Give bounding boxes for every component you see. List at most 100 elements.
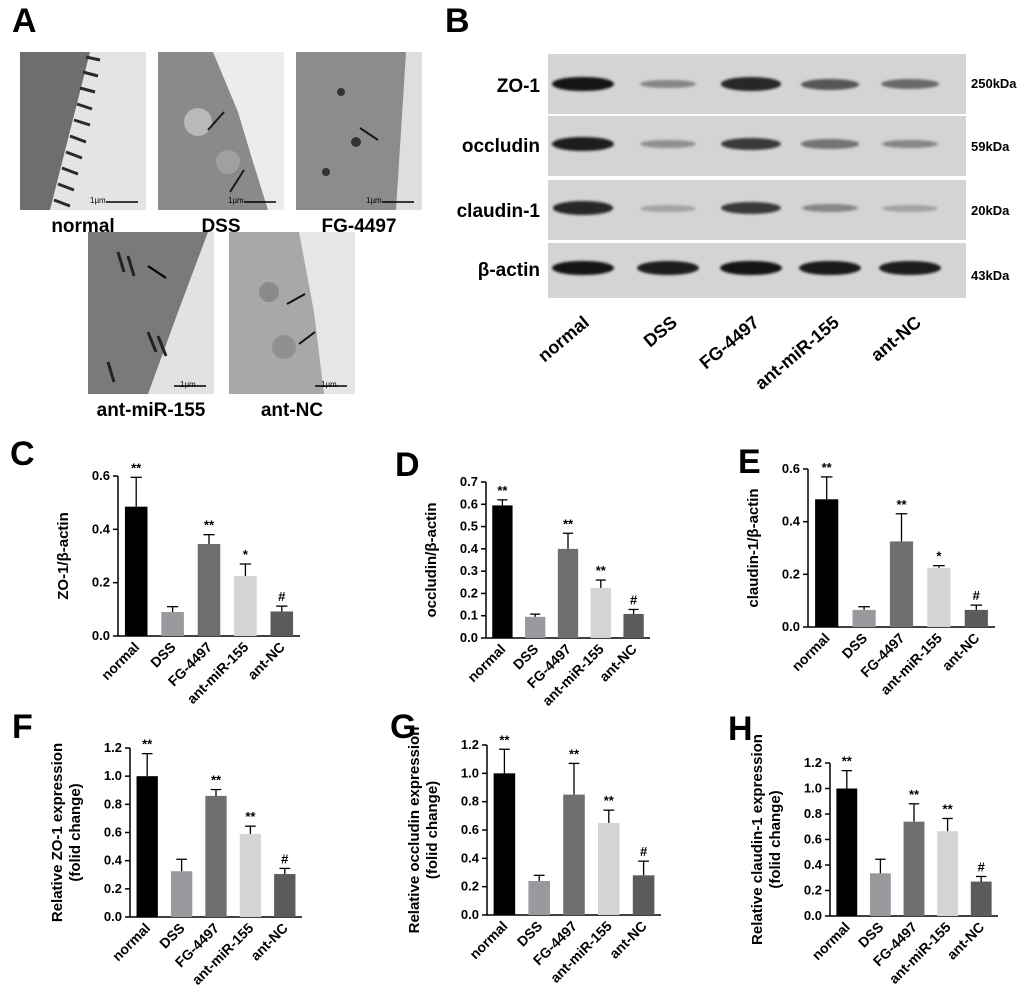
significance-mark: * — [936, 549, 942, 564]
bar — [270, 611, 294, 636]
blot-band — [881, 139, 939, 149]
y-tick-label: 0.2 — [804, 883, 822, 898]
blot-band — [799, 260, 861, 276]
bar — [937, 831, 959, 916]
y-tick-label: 0.4 — [460, 541, 479, 556]
bar — [869, 873, 891, 916]
x-tick-label: DSS — [839, 630, 871, 662]
em-caption-ant-nc: ant-NC — [260, 400, 324, 421]
x-tick-label: ant-NC — [944, 919, 988, 963]
blot-band — [637, 261, 699, 275]
bar — [492, 505, 513, 638]
bar — [274, 874, 296, 917]
panel-letter-d: D — [395, 446, 420, 484]
significance-mark: # — [278, 589, 286, 604]
significance-mark: ** — [245, 809, 256, 824]
x-tick-label: ant-NC — [596, 641, 640, 685]
em-image-ant-nc — [229, 232, 355, 394]
x-tick-label: ant-NC — [244, 639, 288, 683]
y-tick-label: 0.0 — [782, 619, 800, 634]
y-tick-label: 0.3 — [460, 563, 478, 578]
x-tick-label: normal — [109, 920, 153, 964]
y-tick-label: 0.2 — [461, 879, 479, 894]
y-tick-label: 0.0 — [460, 630, 478, 645]
bar — [623, 613, 644, 638]
significance-mark: ** — [142, 737, 153, 752]
significance-mark: ** — [943, 801, 954, 816]
significance-mark: ** — [909, 787, 920, 802]
bar — [889, 541, 914, 627]
significance-mark: * — [243, 547, 249, 562]
significance-mark: ** — [604, 793, 615, 808]
em-caption-normal: normal — [51, 216, 115, 237]
y-tick-label: 0.2 — [782, 566, 800, 581]
bar — [170, 871, 193, 917]
y-axis-label: claudin-1/β-actin — [745, 488, 762, 607]
y-tick-label: 1.2 — [104, 740, 122, 755]
bar — [903, 821, 925, 916]
significance-mark: ** — [204, 518, 215, 533]
bar — [590, 587, 611, 638]
bar — [632, 875, 655, 915]
bar — [964, 609, 988, 627]
blot-band — [721, 137, 781, 151]
scale-bar-label: 1µm — [180, 380, 196, 389]
blot-size-occludin: 59kDa — [971, 139, 1010, 154]
y-tick-label: 0.4 — [804, 857, 823, 872]
panel-letter-b: B — [445, 2, 470, 40]
y-axis-label: occludin/β-actin — [423, 503, 440, 618]
blot-band — [881, 79, 939, 89]
blot-band — [801, 203, 859, 213]
scale-bar-label: 1µm — [366, 196, 382, 205]
y-tick-label: 0.0 — [461, 907, 479, 922]
blot-size-beta-actin: 43kDa — [971, 268, 1010, 283]
y-axis-label: (folid change) — [67, 783, 84, 881]
bar — [528, 881, 550, 915]
y-tick-label: 1.0 — [461, 765, 479, 780]
blot-band — [720, 77, 782, 91]
blot-band — [882, 204, 938, 212]
significance-mark: ** — [569, 746, 580, 761]
em-caption-dss: DSS — [201, 216, 241, 237]
blot-band — [879, 261, 941, 275]
blot-band — [552, 260, 614, 276]
x-tick-label: normal — [788, 630, 832, 674]
blot-label-occludin: occludin — [461, 136, 540, 157]
bar — [525, 616, 546, 638]
blot-band — [800, 78, 860, 90]
y-tick-label: 1.2 — [461, 737, 479, 752]
scale-bar-label: 1µm — [321, 380, 337, 389]
blot-band — [721, 201, 781, 215]
significance-mark: # — [978, 859, 986, 874]
blot-label-claudin1: claudin-1 — [456, 201, 540, 222]
significance-mark: ** — [842, 754, 853, 769]
x-tick-label: ant-NC — [247, 920, 291, 964]
bar — [563, 794, 585, 915]
y-tick-label: 0.0 — [92, 628, 110, 643]
y-axis-label: Relative claudin-1 expression — [749, 734, 766, 945]
y-tick-label: 0.6 — [782, 461, 800, 476]
bar — [852, 609, 876, 627]
y-tick-label: 0.6 — [460, 496, 478, 511]
panel-letter-a: A — [12, 2, 37, 40]
bar — [493, 773, 516, 915]
significance-mark: # — [640, 844, 648, 859]
y-tick-label: 0.0 — [104, 909, 122, 924]
y-tick-label: 0.4 — [92, 521, 111, 536]
y-axis-label: ZO-1/β-actin — [55, 512, 72, 600]
significance-mark: ** — [896, 497, 907, 512]
significance-mark: # — [630, 592, 638, 607]
significance-mark: ** — [596, 563, 607, 578]
y-tick-label: 0.2 — [104, 881, 122, 896]
blot-label-beta-actin: β-actin — [477, 260, 540, 281]
blot-band — [801, 139, 859, 149]
blot-band — [552, 201, 614, 215]
em-image-ant-mir-155 — [88, 232, 214, 394]
y-tick-label: 0.8 — [104, 796, 122, 811]
significance-mark: ** — [131, 460, 142, 475]
blot-band — [639, 79, 697, 89]
y-tick-label: 0.2 — [460, 585, 478, 600]
blot-band — [720, 260, 782, 276]
bar — [124, 506, 148, 636]
